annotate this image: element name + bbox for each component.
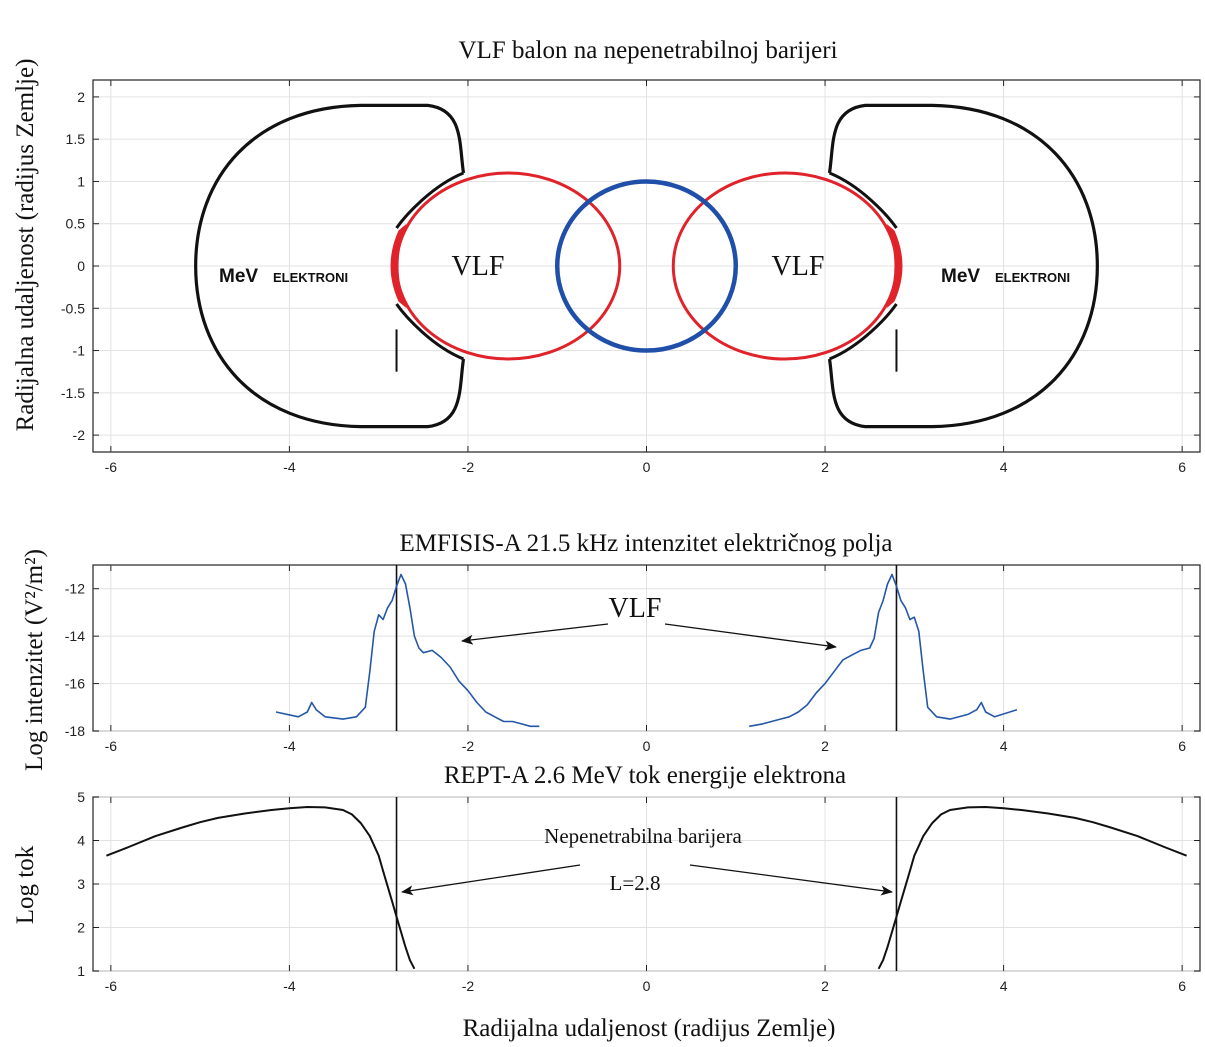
x-tick-label: 4 [1000,978,1008,994]
barrier-arrow-right [689,864,893,896]
x-tick-label: -2 [462,738,475,754]
elektroni-label-right: ELEKTRONI [995,270,1070,285]
emfisis-series-left [275,573,540,728]
y-tick-label: -0.5 [61,300,85,316]
rept-series-right [877,806,1187,970]
x-tick-label: -4 [283,459,296,475]
panel1-title: VLF balon na nepenetrabilnoj barijeri [458,37,837,64]
belt-inner-edge [395,303,465,361]
panel1-shapes [194,103,1099,429]
panel3-ylabel: Log tok [12,845,39,924]
panel3-ticks: -6 -4 -2 0 2 4 6 5 4 3 2 1 [77,789,1200,994]
y-tick-label: 1 [77,173,85,189]
barrier-red-cap [390,223,407,309]
x-tick-label: -6 [105,459,118,475]
belt-inner-edge [828,303,898,361]
y-tick-label: 0 [77,258,85,274]
panel1-ticks: -6 -4 -2 0 2 4 6 2 1.5 1 0.5 0 -0.5 -1 -1.5 -2 [61,80,1200,475]
vlf-label-right: VLF [772,251,825,282]
panel1-grid [92,79,1201,453]
x-tick-label: -4 [283,978,296,994]
x-tick-label: 2 [821,978,829,994]
y-tick-label: 5 [77,789,85,805]
mev-label-left: MeV [219,266,258,287]
y-tick-label: -12 [65,581,85,597]
vlf-arrow-left [461,623,609,645]
belt-inner-edge [828,171,898,229]
y-tick-label: 2 [77,89,85,105]
y-tick-label: 0.5 [66,216,86,232]
x-tick-label: -6 [105,978,118,994]
x-tick-label: 6 [1178,978,1186,994]
x-tick-label: 0 [643,978,651,994]
panel2-ylabel: Log intenzitet (V²/m²) [21,549,48,771]
mev-label-right: MeV [941,266,980,287]
x-tick-label: 0 [643,459,651,475]
x-tick-label: 0 [643,738,651,754]
y-tick-label: -14 [65,628,85,644]
barrier-arrow-left [401,864,581,896]
vlf-annotation: VLF [609,593,662,624]
x-tick-label: 6 [1178,738,1186,754]
y-tick-label: 3 [77,876,85,892]
earth-circle [554,179,739,353]
belt-inner-edge [395,171,465,229]
panel2-title: EMFISIS-A 21.5 kHz intenzitet električno… [400,530,893,557]
y-tick-label: -1.5 [61,385,85,401]
panel2-ticks: -6 -4 -2 0 2 4 6 -12 -14 -16 -18 [65,565,1200,754]
x-tick-label: 6 [1178,459,1186,475]
y-tick-label: -16 [65,676,85,692]
y-tick-label: 4 [77,833,85,849]
panel1-ylabel: Radijalna udaljenost (radijus Zemlje) [12,59,39,432]
barrier-l-annotation: L=2.8 [610,871,661,895]
elektroni-label-left: ELEKTRONI [273,270,348,285]
x-tick-label: -6 [105,738,118,754]
x-tick-label: -2 [462,978,475,994]
emfisis-series-right [749,573,1018,728]
panel3-plot [106,797,1187,971]
panel-rept: REPT-A 2.6 MeV tok energije elektrona Lo… [12,762,1201,994]
y-tick-label: 2 [77,920,85,936]
x-tick-label: 2 [821,459,829,475]
barrier-annotation: Nepenetrabilna barijera [544,824,742,848]
panel-emfisis: EMFISIS-A 21.5 kHz intenzitet električno… [21,530,1201,771]
x-tick-label: -4 [283,738,296,754]
panel-vlf-bubble: VLF balon na nepenetrabilnoj barijeri Ra… [12,37,1201,475]
vlf-arrow-right [664,623,837,651]
x-tick-label: -2 [462,459,475,475]
vlf-label-left: VLF [452,251,505,282]
x-tick-label: 4 [1000,459,1008,475]
mev-belt-left [194,103,466,429]
y-tick-label: -1 [73,343,86,359]
panel2-plot [275,565,1018,731]
x-axis-label: Radijalna udaljenost (radijus Zemlje) [463,1015,836,1042]
y-tick-label: -18 [65,723,85,739]
y-tick-label: 1 [77,963,85,979]
panel3-title: REPT-A 2.6 MeV tok energije elektrona [444,762,846,789]
barrier-red-cap [886,223,903,309]
x-tick-label: 4 [1000,738,1008,754]
y-tick-label: 1.5 [66,131,86,147]
rept-series-left [106,806,416,970]
y-tick-label: -2 [73,427,86,443]
x-tick-label: 2 [821,738,829,754]
panel2-grid [92,564,1201,732]
mev-belt-right [827,103,1099,429]
